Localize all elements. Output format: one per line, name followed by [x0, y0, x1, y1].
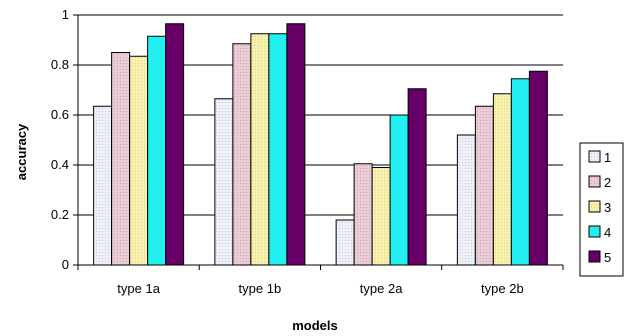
- legend-label-4: 4: [604, 225, 611, 240]
- x-tick-label: type 2b: [481, 281, 524, 296]
- bar-type-1b-series-1: [214, 98, 234, 266]
- legend-label-5: 5: [604, 250, 611, 265]
- legend-swatch-4: [588, 225, 601, 238]
- bar-type-1b-series-5: [286, 23, 306, 266]
- x-tick-label: type 1b: [239, 281, 282, 296]
- y-tick-labels: 0 0.2 0.4 0.6 0.8 1: [51, 7, 69, 272]
- bar-type-1a-series-4: [147, 35, 167, 266]
- legend-frame: [579, 142, 624, 277]
- bar-type-2a-series-5: [407, 88, 427, 266]
- bar-type-1b-series-3: [250, 33, 270, 266]
- bars: [93, 23, 548, 266]
- bar-type-2a-series-3: [371, 167, 391, 266]
- legend-label-2: 2: [604, 175, 611, 190]
- bar-type-2a-series-4: [389, 114, 409, 266]
- bar-type-2b-series-2: [474, 105, 494, 266]
- bar-type-1a-series-1: [93, 105, 113, 266]
- legend-label-3: 3: [604, 200, 611, 215]
- x-tick-label: type 1a: [117, 281, 160, 296]
- y-tick-label: 0.2: [51, 207, 69, 222]
- legend-swatch-3: [588, 200, 601, 213]
- legend-swatch-1: [588, 150, 601, 163]
- legend-swatch-5: [588, 250, 601, 263]
- y-tick-label: 0: [62, 257, 69, 272]
- y-tick-label: 0.8: [51, 57, 69, 72]
- legend-swatch-2: [588, 175, 601, 188]
- legend: 1 2 3 4 5: [579, 142, 624, 277]
- bar-type-2a-series-1: [335, 219, 355, 266]
- y-tick-label: 0.6: [51, 107, 69, 122]
- y-tick-label: 0.4: [51, 157, 69, 172]
- bar-type-2b-series-1: [456, 134, 476, 266]
- y-tick-label: 1: [62, 7, 69, 22]
- bar-type-1b-series-2: [232, 43, 252, 266]
- y-axis-title: accuracy: [14, 123, 29, 180]
- bar-type-2b-series-5: [528, 70, 548, 266]
- x-tick-labels: type 1a type 1b type 2a type 2b: [117, 281, 523, 296]
- bar-type-2b-series-3: [492, 93, 512, 266]
- bar-type-2b-series-4: [510, 78, 530, 266]
- bar-type-1a-series-5: [165, 23, 185, 266]
- bar-type-1b-series-4: [268, 33, 288, 266]
- bar-type-1a-series-3: [129, 55, 149, 266]
- axes: [77, 15, 564, 270]
- x-tick-label: type 2a: [360, 281, 403, 296]
- legend-label-1: 1: [604, 150, 611, 165]
- bar-type-2a-series-2: [353, 163, 373, 266]
- bar-type-1a-series-2: [111, 52, 131, 266]
- x-axis-title: models: [292, 318, 338, 333]
